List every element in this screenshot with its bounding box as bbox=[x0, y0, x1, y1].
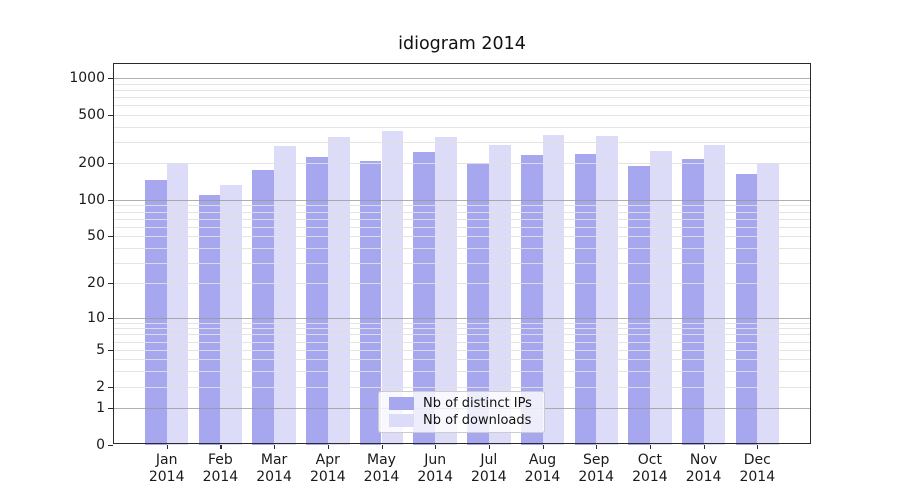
bar-downloads-sep bbox=[596, 135, 618, 445]
y-tick-label-1000: 1000 bbox=[69, 70, 105, 87]
y-tick-label-1: 1 bbox=[96, 400, 105, 416]
x-tick-label-mar: Mar 2014 bbox=[256, 452, 292, 485]
bar-downloads-feb bbox=[220, 184, 243, 445]
y-tick-label-500: 500 bbox=[78, 106, 105, 123]
x-tick-label-jun: Jun 2014 bbox=[417, 452, 453, 485]
y-tick-mark-0 bbox=[108, 444, 113, 446]
y-tick-label-2: 2 bbox=[96, 378, 105, 395]
x-tick-mark-dec bbox=[757, 444, 759, 449]
y-tick-mark-10 bbox=[108, 317, 113, 319]
legend-swatch-downloads bbox=[389, 414, 414, 427]
y-tick-mark-500 bbox=[108, 114, 113, 117]
y-tick-mark-1 bbox=[108, 408, 113, 410]
x-tick-label-jul: Jul 2014 bbox=[470, 452, 507, 485]
x-tick-mark-jan bbox=[166, 444, 168, 449]
y-tick-mark-2 bbox=[108, 386, 113, 388]
y-tick-label-5: 5 bbox=[96, 341, 105, 358]
y-tick-mark-5 bbox=[108, 349, 113, 351]
x-tick-mark-nov bbox=[703, 444, 705, 449]
bar-downloads-mar bbox=[274, 146, 296, 445]
y-tick-mark-50 bbox=[108, 236, 113, 238]
y-tick-label-10: 10 bbox=[87, 309, 105, 326]
x-tick-mark-feb bbox=[220, 444, 222, 449]
y-tick-label-50: 50 bbox=[87, 228, 105, 245]
bar-distinct_ips-oct bbox=[628, 165, 650, 445]
y-tick-label-20: 20 bbox=[87, 275, 105, 292]
legend-item-distinct-ips: Nb of distinct IPs bbox=[389, 396, 534, 411]
bar-distinct_ips-jan bbox=[144, 180, 167, 445]
legend-item-downloads: Nb of downloads bbox=[389, 413, 534, 428]
x-tick-mark-apr bbox=[327, 444, 329, 449]
legend-label-downloads: Nb of downloads bbox=[423, 413, 532, 428]
x-tick-label-dec: Dec 2014 bbox=[739, 452, 776, 485]
bar-downloads-aug bbox=[542, 134, 565, 445]
x-tick-label-may: May 2014 bbox=[363, 452, 400, 485]
bar-distinct_ips-feb bbox=[198, 194, 221, 445]
bar-downloads-dec bbox=[757, 163, 780, 445]
bar-downloads-jan bbox=[166, 163, 189, 445]
x-tick-label-oct: Oct 2014 bbox=[632, 452, 668, 485]
x-tick-mark-aug bbox=[542, 444, 544, 449]
bar-downloads-may bbox=[381, 130, 404, 445]
x-tick-label-nov: Nov 2014 bbox=[685, 452, 722, 485]
y-tick-label-0: 0 bbox=[96, 436, 105, 453]
y-tick-mark-1000 bbox=[108, 78, 113, 80]
x-tick-mark-mar bbox=[274, 444, 276, 449]
bar-distinct_ips-nov bbox=[681, 158, 704, 445]
legend-label-distinct-ips: Nb of distinct IPs bbox=[423, 396, 532, 411]
chart-title: idiogram 2014 bbox=[398, 34, 526, 54]
bar-downloads-apr bbox=[327, 136, 350, 445]
bar-downloads-nov bbox=[703, 145, 726, 445]
bar-distinct_ips-jul bbox=[467, 163, 489, 445]
y-tick-mark-100 bbox=[108, 199, 113, 202]
x-tick-label-aug: Aug 2014 bbox=[524, 452, 561, 485]
y-tick-label-100: 100 bbox=[78, 191, 105, 208]
x-tick-label-feb: Feb 2014 bbox=[202, 452, 239, 485]
bar-distinct_ips-mar bbox=[252, 169, 275, 445]
y-tick-mark-200 bbox=[108, 163, 113, 165]
bar-distinct_ips-may bbox=[359, 160, 382, 445]
y-tick-label-200: 200 bbox=[78, 155, 105, 172]
x-tick-label-jan: Jan 2014 bbox=[148, 452, 185, 485]
x-tick-mark-may bbox=[381, 444, 383, 449]
x-tick-mark-jul bbox=[488, 444, 490, 449]
bar-distinct_ips-sep bbox=[574, 153, 597, 445]
bar-downloads-oct bbox=[649, 150, 672, 445]
bars-layer bbox=[113, 63, 811, 445]
y-tick-mark-20 bbox=[108, 283, 113, 285]
x-tick-mark-oct bbox=[649, 444, 652, 449]
x-tick-label-sep: Sep 2014 bbox=[578, 452, 614, 485]
bar-distinct_ips-dec bbox=[735, 173, 758, 445]
bar-distinct_ips-apr bbox=[306, 157, 328, 445]
x-tick-mark-jun bbox=[435, 444, 437, 449]
legend-swatch-distinct-ips bbox=[389, 397, 414, 410]
x-tick-label-apr: Apr 2014 bbox=[309, 452, 346, 485]
bar-downloads-jun bbox=[435, 136, 457, 445]
x-tick-mark-sep bbox=[596, 444, 598, 449]
legend: Nb of distinct IPs Nb of downloads bbox=[378, 391, 545, 433]
